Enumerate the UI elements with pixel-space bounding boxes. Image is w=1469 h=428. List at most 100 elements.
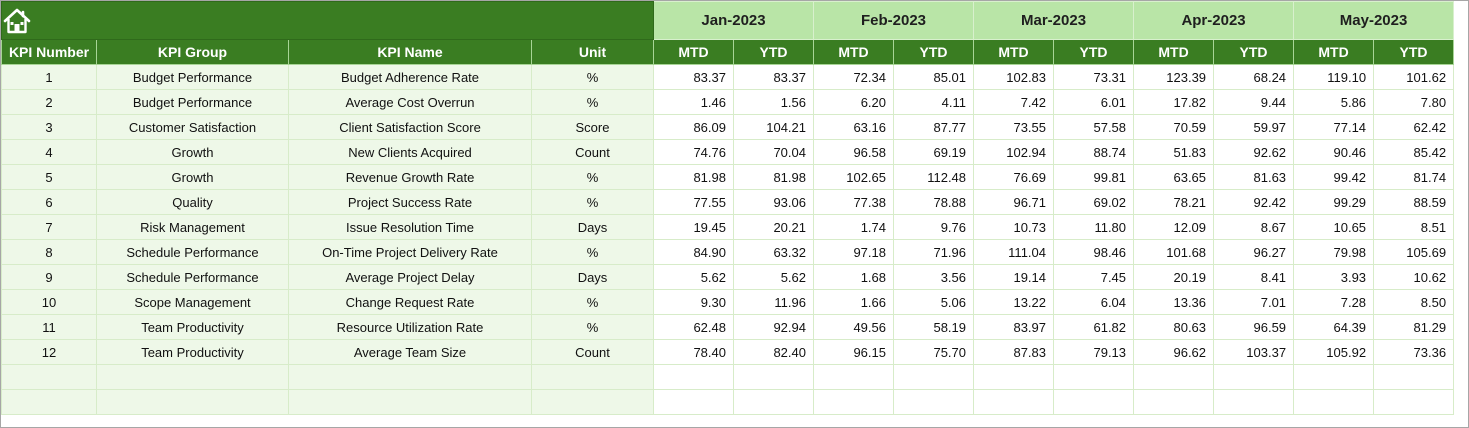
ytd-value-cell[interactable]: 9.44: [1213, 89, 1295, 115]
mtd-value-cell[interactable]: 1.74: [813, 214, 894, 240]
empty-cell[interactable]: [892, 364, 975, 390]
empty-cell[interactable]: [892, 389, 975, 415]
mtd-value-cell[interactable]: 99.29: [1293, 189, 1375, 215]
empty-cell[interactable]: [1373, 364, 1455, 390]
ytd-value-cell[interactable]: 58.19: [892, 314, 975, 340]
mtd-value-cell[interactable]: 105.92: [1293, 339, 1375, 365]
kpi-number-cell[interactable]: 10: [1, 289, 97, 315]
ytd-value-cell[interactable]: 73.31: [1053, 64, 1135, 90]
unit-cell[interactable]: Score: [531, 114, 654, 140]
ytd-value-cell[interactable]: 103.37: [1213, 339, 1295, 365]
kpi-group-cell[interactable]: Growth: [96, 139, 289, 165]
ytd-value-cell[interactable]: 3.56: [892, 264, 975, 290]
mtd-value-cell[interactable]: 49.56: [813, 314, 894, 340]
ytd-value-cell[interactable]: 11.96: [733, 289, 814, 315]
mtd-value-cell[interactable]: 6.20: [813, 89, 894, 115]
mtd-value-cell[interactable]: 77.55: [653, 189, 734, 215]
ytd-value-cell[interactable]: 57.58: [1053, 114, 1135, 140]
mtd-value-cell[interactable]: 123.39: [1133, 64, 1215, 90]
mtd-value-cell[interactable]: 81.98: [653, 164, 734, 190]
mtd-value-cell[interactable]: 70.59: [1133, 114, 1215, 140]
mtd-value-cell[interactable]: 9.30: [653, 289, 734, 315]
ytd-value-cell[interactable]: 96.59: [1213, 314, 1295, 340]
unit-cell[interactable]: %: [531, 314, 654, 340]
kpi-name-cell[interactable]: Average Project Delay: [288, 264, 532, 290]
kpi-group-cell[interactable]: Growth: [96, 164, 289, 190]
ytd-value-cell[interactable]: 69.19: [892, 139, 975, 165]
mtd-value-cell[interactable]: 7.42: [973, 89, 1055, 115]
ytd-value-cell[interactable]: 8.51: [1373, 214, 1455, 240]
mtd-value-cell[interactable]: 77.14: [1293, 114, 1375, 140]
ytd-value-cell[interactable]: 11.80: [1053, 214, 1135, 240]
mtd-value-cell[interactable]: 13.22: [973, 289, 1055, 315]
mtd-value-cell[interactable]: 90.46: [1293, 139, 1375, 165]
empty-cell[interactable]: [1133, 364, 1215, 390]
ytd-value-cell[interactable]: 81.74: [1373, 164, 1455, 190]
mtd-value-cell[interactable]: 20.19: [1133, 264, 1215, 290]
mtd-value-cell[interactable]: 51.83: [1133, 139, 1215, 165]
ytd-value-cell[interactable]: 82.40: [733, 339, 814, 365]
kpi-number-cell[interactable]: 5: [1, 164, 97, 190]
ytd-value-cell[interactable]: 88.74: [1053, 139, 1135, 165]
kpi-name-cell[interactable]: Change Request Rate: [288, 289, 532, 315]
kpi-name-cell[interactable]: Issue Resolution Time: [288, 214, 532, 240]
empty-cell[interactable]: [733, 389, 814, 415]
empty-cell[interactable]: [1213, 364, 1295, 390]
ytd-value-cell[interactable]: 8.67: [1213, 214, 1295, 240]
unit-cell[interactable]: %: [531, 289, 654, 315]
empty-cell[interactable]: [813, 389, 894, 415]
kpi-number-cell[interactable]: 3: [1, 114, 97, 140]
empty-cell[interactable]: [653, 364, 734, 390]
ytd-value-cell[interactable]: 112.48: [892, 164, 975, 190]
kpi-name-cell[interactable]: Average Team Size: [288, 339, 532, 365]
empty-cell[interactable]: [1373, 389, 1455, 415]
mtd-value-cell[interactable]: 78.40: [653, 339, 734, 365]
mtd-value-cell[interactable]: 63.65: [1133, 164, 1215, 190]
mtd-value-cell[interactable]: 1.66: [813, 289, 894, 315]
unit-cell[interactable]: Count: [531, 139, 654, 165]
ytd-value-cell[interactable]: 98.46: [1053, 239, 1135, 265]
mtd-value-cell[interactable]: 74.76: [653, 139, 734, 165]
empty-cell[interactable]: [1293, 364, 1375, 390]
ytd-value-cell[interactable]: 92.62: [1213, 139, 1295, 165]
ytd-value-cell[interactable]: 5.06: [892, 289, 975, 315]
kpi-name-cell[interactable]: Budget Adherence Rate: [288, 64, 532, 90]
kpi-name-cell[interactable]: Client Satisfaction Score: [288, 114, 532, 140]
ytd-value-cell[interactable]: 92.42: [1213, 189, 1295, 215]
ytd-value-cell[interactable]: 75.70: [892, 339, 975, 365]
ytd-value-cell[interactable]: 8.50: [1373, 289, 1455, 315]
ytd-value-cell[interactable]: 20.21: [733, 214, 814, 240]
mtd-value-cell[interactable]: 3.93: [1293, 264, 1375, 290]
empty-cell[interactable]: [1053, 389, 1135, 415]
mtd-value-cell[interactable]: 80.63: [1133, 314, 1215, 340]
mtd-value-cell[interactable]: 64.39: [1293, 314, 1375, 340]
kpi-group-cell[interactable]: Team Productivity: [96, 314, 289, 340]
mtd-value-cell[interactable]: 86.09: [653, 114, 734, 140]
ytd-value-cell[interactable]: 6.01: [1053, 89, 1135, 115]
mtd-value-cell[interactable]: 96.15: [813, 339, 894, 365]
mtd-value-cell[interactable]: 5.86: [1293, 89, 1375, 115]
kpi-group-cell[interactable]: Scope Management: [96, 289, 289, 315]
mtd-value-cell[interactable]: 12.09: [1133, 214, 1215, 240]
ytd-value-cell[interactable]: 63.32: [733, 239, 814, 265]
ytd-value-cell[interactable]: 79.13: [1053, 339, 1135, 365]
ytd-value-cell[interactable]: 10.62: [1373, 264, 1455, 290]
mtd-value-cell[interactable]: 96.62: [1133, 339, 1215, 365]
empty-cell[interactable]: [1133, 389, 1215, 415]
empty-cell[interactable]: [288, 364, 532, 390]
ytd-value-cell[interactable]: 5.62: [733, 264, 814, 290]
unit-cell[interactable]: %: [531, 239, 654, 265]
ytd-value-cell[interactable]: 62.42: [1373, 114, 1455, 140]
mtd-value-cell[interactable]: 63.16: [813, 114, 894, 140]
ytd-value-cell[interactable]: 81.29: [1373, 314, 1455, 340]
mtd-value-cell[interactable]: 19.14: [973, 264, 1055, 290]
mtd-value-cell[interactable]: 83.97: [973, 314, 1055, 340]
kpi-group-cell[interactable]: Schedule Performance: [96, 264, 289, 290]
empty-cell[interactable]: [1213, 389, 1295, 415]
unit-cell[interactable]: Count: [531, 339, 654, 365]
mtd-value-cell[interactable]: 1.68: [813, 264, 894, 290]
mtd-value-cell[interactable]: 1.46: [653, 89, 734, 115]
mtd-value-cell[interactable]: 5.62: [653, 264, 734, 290]
mtd-value-cell[interactable]: 84.90: [653, 239, 734, 265]
unit-cell[interactable]: %: [531, 64, 654, 90]
